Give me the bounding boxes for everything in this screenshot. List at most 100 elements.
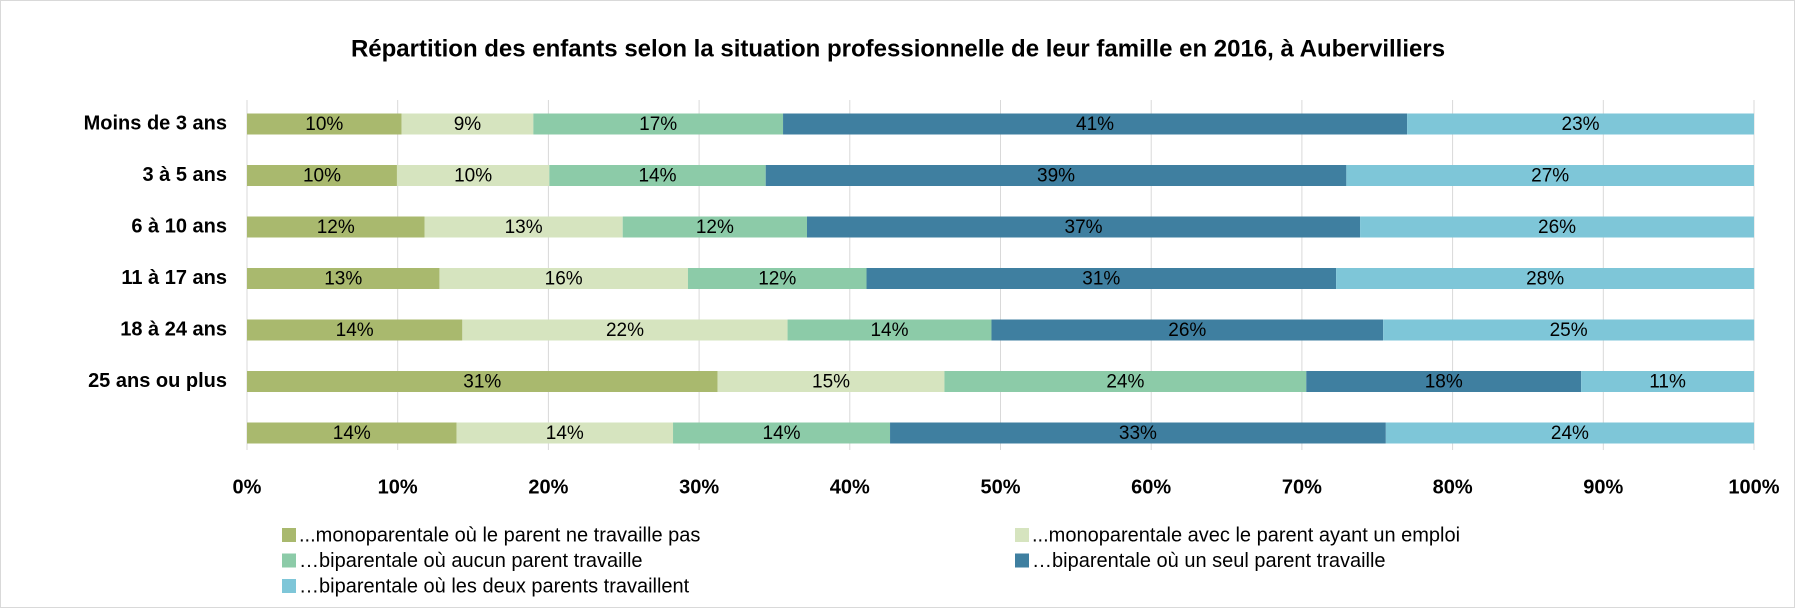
bar-segment: [456, 422, 674, 444]
data-label: 9%: [454, 114, 482, 135]
bar-segment: [1407, 113, 1754, 135]
data-label: 10%: [305, 114, 343, 135]
legend-label: ...monoparentale où le parent ne travail…: [299, 524, 700, 546]
data-label: 17%: [639, 114, 677, 135]
bar-segment: [462, 319, 788, 341]
data-label: 14%: [870, 320, 908, 341]
bar-segment: [549, 165, 766, 186]
x-tick-label: 80%: [1433, 476, 1473, 498]
x-tick-label: 30%: [679, 476, 719, 498]
y-tick-label: 11 à 17 ans: [121, 267, 227, 289]
data-label: 31%: [1082, 269, 1120, 290]
data-label: 12%: [696, 217, 734, 238]
bar-segment: [1383, 319, 1755, 341]
bar-segment: [944, 371, 1307, 392]
data-label: 37%: [1065, 217, 1103, 238]
data-label: 11%: [1649, 372, 1686, 393]
y-tick-label: 18 à 24 ans: [120, 318, 227, 340]
data-label: 10%: [454, 166, 492, 187]
legend-swatch: [282, 528, 296, 542]
data-label: 28%: [1526, 269, 1564, 290]
data-label: 13%: [324, 269, 362, 290]
legend-swatch: [282, 553, 296, 568]
bar-segment: [1385, 422, 1754, 444]
legend-label: …biparentale où les deux parents travail…: [299, 575, 690, 597]
x-tick-label: 60%: [1131, 476, 1171, 498]
data-label: 41%: [1076, 114, 1114, 135]
bar-segment: [439, 268, 688, 289]
legend-swatch: [1015, 553, 1029, 568]
y-tick-label: Moins de 3 ans: [84, 112, 227, 134]
data-label: 15%: [812, 372, 850, 393]
data-label: 14%: [546, 423, 584, 444]
x-tick-label: 100%: [1728, 476, 1779, 498]
data-label: 14%: [336, 320, 374, 341]
x-tick-label: 50%: [980, 476, 1020, 498]
bar-segment: [247, 113, 402, 135]
x-tick-label: 10%: [378, 476, 418, 498]
y-tick-label: 3 à 5 ans: [142, 164, 227, 186]
data-label: 14%: [638, 166, 676, 187]
legend-label: ...monoparentale avec le parent ayant un…: [1032, 524, 1460, 546]
data-label: 14%: [333, 423, 371, 444]
y-tick-label: 25 ans ou plus: [88, 370, 227, 392]
data-label: 16%: [545, 269, 583, 290]
x-tick-label: 70%: [1282, 476, 1322, 498]
data-label: 24%: [1551, 423, 1589, 444]
y-tick-label: 6 à 10 ans: [131, 215, 227, 237]
data-label: 22%: [606, 320, 644, 341]
bar-segment: [424, 216, 623, 238]
data-label: 26%: [1168, 320, 1206, 341]
data-label: 23%: [1562, 114, 1600, 135]
legend-label: …biparentale où un seul parent travaille: [1032, 550, 1386, 572]
bar-segment: [247, 371, 718, 392]
data-label: 12%: [758, 269, 796, 290]
bar-segment: [673, 422, 891, 444]
x-tick-label: 20%: [528, 476, 568, 498]
bar-segment: [247, 268, 440, 289]
data-label: 26%: [1538, 217, 1576, 238]
data-label: 33%: [1119, 423, 1157, 444]
bar-segment: [717, 371, 945, 392]
data-label: 27%: [1531, 166, 1569, 187]
legend-label: …biparentale où aucun parent travaille: [299, 550, 643, 572]
bar-segment: [687, 268, 867, 289]
bar-segment: [1306, 371, 1582, 392]
bar-segment: [1336, 268, 1755, 289]
bar-segment: [1360, 216, 1754, 238]
bar-segment: [247, 422, 457, 444]
bar-segment: [1581, 371, 1754, 392]
bar-segment: [866, 268, 1337, 289]
bar-segment: [401, 113, 534, 135]
bar-segment: [807, 216, 1361, 238]
bar-segment: [247, 165, 397, 186]
data-label: 25%: [1550, 320, 1588, 341]
bar-segment: [991, 319, 1384, 341]
x-tick-label: 90%: [1583, 476, 1623, 498]
data-label: 31%: [463, 372, 501, 393]
data-label: 18%: [1425, 372, 1463, 393]
bar-segment: [890, 422, 1386, 444]
data-label: 13%: [505, 217, 543, 238]
bar-segment: [247, 216, 425, 238]
bar-segment: [787, 319, 992, 341]
data-label: 10%: [303, 166, 341, 187]
data-label: 12%: [317, 217, 355, 238]
bar-segment: [247, 319, 463, 341]
bar-segment: [622, 216, 808, 238]
legend-swatch: [282, 579, 296, 593]
bar-segment: [396, 165, 550, 186]
data-label: 24%: [1106, 372, 1144, 393]
bar-segment: [783, 113, 1408, 135]
legend-swatch: [1015, 528, 1029, 542]
bar-segment: [1346, 165, 1754, 186]
x-tick-label: 0%: [233, 476, 262, 498]
chart-title: Répartition des enfants selon la situati…: [351, 35, 1445, 62]
bar-segment: [765, 165, 1347, 186]
data-label: 14%: [763, 423, 801, 444]
x-tick-label: 40%: [830, 476, 870, 498]
bar-segment: [533, 113, 784, 135]
data-label: 39%: [1037, 166, 1075, 187]
